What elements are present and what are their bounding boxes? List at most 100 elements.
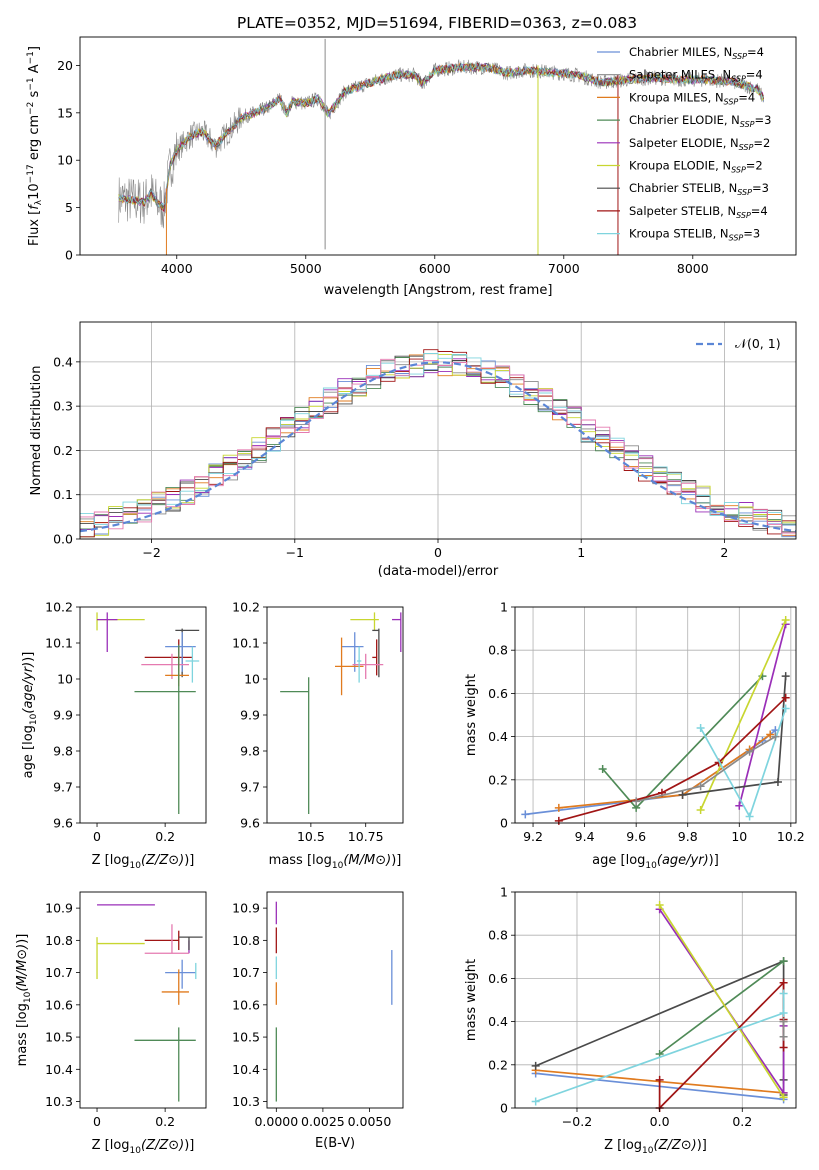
axes-frame bbox=[514, 891, 797, 1109]
x-tick-label: 1 bbox=[577, 545, 585, 560]
label-part: log bbox=[312, 853, 332, 868]
y-tick-label: 10 bbox=[244, 672, 260, 687]
data-point bbox=[779, 978, 788, 987]
data-point bbox=[773, 777, 782, 786]
legend-text: SSP bbox=[736, 211, 751, 220]
legend-text: SSP bbox=[729, 234, 744, 243]
plot-area bbox=[280, 612, 402, 814]
y-tick-label: 10.1 bbox=[232, 636, 260, 651]
label-part: )] bbox=[184, 853, 194, 868]
y-tick-label: 0.4 bbox=[53, 354, 73, 369]
y-tick-label: 10.1 bbox=[45, 636, 73, 651]
legend-text: Kroupa STELIB, N bbox=[629, 227, 729, 241]
series-line bbox=[525, 729, 776, 816]
label-part: A bbox=[27, 64, 42, 77]
x-tick-label: 0 bbox=[434, 545, 442, 560]
x-tick-label: 10.2 bbox=[777, 829, 805, 844]
label-part: age [ bbox=[21, 745, 36, 778]
label-part: 10 bbox=[27, 183, 42, 200]
errorbar-point bbox=[356, 646, 362, 683]
y-axis-label: Flux [fλ10−17 erg cm−2 s−1 A−1] bbox=[26, 46, 44, 246]
label-part: 10 bbox=[130, 1146, 142, 1156]
y-tick-label: 1 bbox=[500, 885, 508, 900]
label-part: mass [ bbox=[269, 853, 312, 868]
axes-frame bbox=[79, 321, 797, 540]
plot-area bbox=[79, 349, 797, 538]
errorbar-point bbox=[134, 644, 196, 814]
label-part: log bbox=[622, 1138, 642, 1153]
series-line bbox=[636, 735, 776, 803]
label-part: Z [ bbox=[92, 853, 110, 868]
data-point bbox=[554, 816, 563, 825]
x-axis-label: mass [log10(M/M⊙))] bbox=[269, 853, 402, 871]
series-line-kroupa-miles bbox=[118, 62, 764, 212]
figure-title: PLATE=0352, MJD=51694, FIBERID=0363, z=0… bbox=[237, 14, 637, 32]
series-line bbox=[659, 960, 785, 1055]
y-tick-label: 10.5 bbox=[232, 1030, 260, 1045]
y-tick-label: 0 bbox=[500, 1101, 508, 1116]
y-tick-label: 10.6 bbox=[45, 997, 73, 1012]
label-part: −17 bbox=[26, 164, 36, 183]
x-axis-label: Z [log10(Z/Z⊙))] bbox=[92, 853, 195, 871]
label-part: Flux [ bbox=[27, 210, 42, 246]
legend-text: Salpeter MILES, N bbox=[629, 68, 731, 82]
y-tick-label: 10.2 bbox=[232, 600, 260, 615]
y-tick-label: 15 bbox=[57, 105, 73, 120]
legend-text: =4 bbox=[751, 204, 768, 218]
x-tick-label: 0.2 bbox=[155, 829, 175, 844]
label-part: (M/M⊙) bbox=[343, 853, 391, 868]
legend-text: =4 bbox=[747, 45, 764, 59]
y-tick-label: 10.4 bbox=[232, 1062, 260, 1077]
x-tick-label: 0.0050 bbox=[348, 1114, 392, 1129]
y-tick-label: 0.4 bbox=[488, 729, 508, 744]
label-part: 10 bbox=[642, 1146, 654, 1156]
y-tick-label: 10.8 bbox=[232, 933, 260, 948]
y-tick-label: 0.6 bbox=[488, 686, 508, 701]
x-axis-label: age [log10(age/yr))] bbox=[592, 853, 719, 871]
y-tick-label: 10.7 bbox=[45, 965, 73, 980]
y-tick-label: 10.3 bbox=[45, 1094, 73, 1109]
label-part: (Z/Z⊙) bbox=[141, 1138, 184, 1153]
label-part: (Z/Z⊙) bbox=[141, 853, 184, 868]
x-tick-label: 6000 bbox=[419, 261, 451, 276]
panel-mass-vs-ebv: 0.0000 0.0025 0.0050 10.3 10.4 10.5 10.6 10.7 10… bbox=[232, 891, 404, 1151]
series-line bbox=[699, 619, 787, 811]
legend-text: SSP bbox=[731, 75, 746, 84]
label-part: λ bbox=[34, 199, 44, 205]
legend-text: SSP bbox=[737, 188, 752, 197]
y-tick-label: 10.3 bbox=[232, 1094, 260, 1109]
errorbar-point bbox=[161, 969, 189, 1005]
y-tick-label: 0.6 bbox=[488, 971, 508, 986]
x-tick-label: 9.4 bbox=[575, 829, 595, 844]
errorbar-point bbox=[178, 936, 203, 951]
label-part: Z [ bbox=[92, 1138, 110, 1153]
series-salpeter-elodie bbox=[735, 620, 790, 810]
legend-text: =2 bbox=[753, 136, 770, 150]
y-axis-label: mass [log10(M/M⊙))] bbox=[15, 934, 33, 1067]
series-chabrier-stelib bbox=[678, 672, 790, 799]
x-tick-label: 10.5 bbox=[297, 829, 325, 844]
label-part: )] bbox=[697, 1138, 707, 1153]
y-axis-label: Normed distribution bbox=[29, 366, 44, 496]
label-part: ] bbox=[27, 46, 42, 51]
legend-entry: 𝒩(0, 1) bbox=[735, 336, 781, 351]
series-line-kroupa-stelib bbox=[118, 62, 765, 207]
y-tick-label: 9.9 bbox=[240, 708, 260, 723]
y-tick-label: 0 bbox=[500, 816, 508, 831]
y-tick-label: 9.8 bbox=[53, 744, 73, 759]
normal-curve bbox=[79, 361, 797, 533]
x-axis-label: (data-model)/error bbox=[378, 564, 499, 579]
plot-area bbox=[531, 900, 788, 1112]
label-part: 10 bbox=[23, 991, 33, 1003]
legend-text: Chabrier ELODIE, N bbox=[629, 113, 740, 127]
legend-text: =3 bbox=[743, 227, 760, 241]
data-point bbox=[696, 782, 705, 791]
plot-area bbox=[96, 612, 200, 814]
errorbar-point bbox=[372, 628, 380, 678]
label-part: f bbox=[27, 203, 42, 210]
legend-text: SSP bbox=[724, 97, 739, 106]
panel-spectrum: 4000 5000 6000 7000 8000 0 5 10 15 20 wavelength [… bbox=[26, 36, 797, 298]
